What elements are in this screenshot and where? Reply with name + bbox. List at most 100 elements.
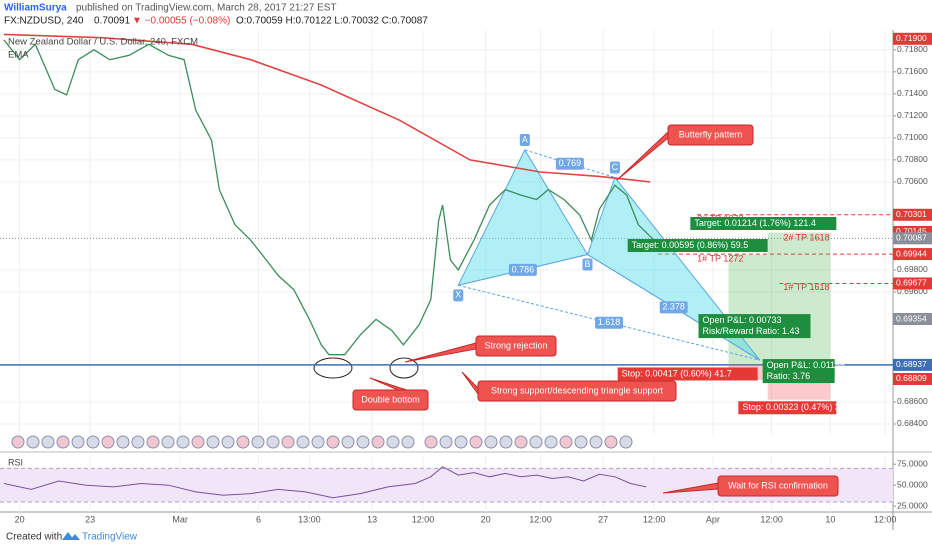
event-icon <box>371 435 385 449</box>
event-icon <box>71 435 85 449</box>
y-tick-label: 0.70600 <box>897 176 928 186</box>
point-label: C <box>612 162 619 172</box>
y-tick-label: 0.69600 <box>897 286 928 296</box>
published: published on TradingView.com, March 28, … <box>76 3 337 14</box>
ratio-box <box>508 263 537 276</box>
ratio-box <box>555 157 584 170</box>
event-icon <box>341 435 355 449</box>
x-tick-label: 12:00 <box>874 514 897 524</box>
bottom-circle <box>313 357 353 379</box>
event-icon <box>161 435 175 449</box>
event-icon <box>131 435 145 449</box>
price-label: 0.68937 <box>896 359 927 369</box>
ohlc: O:0.70059 H:0.70122 L:0.70032 C:0.70087 <box>236 16 428 27</box>
x-tick-label: 12:00 <box>643 514 666 524</box>
ratio-label: 2.378 <box>662 302 685 312</box>
event-icon <box>386 435 400 449</box>
position-label: Stop: 0.00323 (0.47%) 32.3 <box>742 402 852 412</box>
event-icon <box>236 435 250 449</box>
price-label-box <box>893 248 932 261</box>
callout-text: Strong rejection <box>484 340 547 350</box>
x-tick-label: 27 <box>598 514 608 524</box>
footer-created: Created with <box>6 532 62 543</box>
event-icon <box>514 435 528 449</box>
point-box <box>519 133 530 146</box>
event-icon <box>311 435 325 449</box>
callout-text: Butterfly pattern <box>679 129 743 139</box>
position-label-box <box>617 367 758 381</box>
event-icon <box>326 435 340 449</box>
y-tick-label: 0.71200 <box>897 110 928 120</box>
price-label: 0.69944 <box>896 248 927 258</box>
position-label-box <box>627 239 768 253</box>
point-box <box>609 161 620 174</box>
series-line <box>3 39 655 356</box>
price-label: 0.70145 <box>896 226 927 236</box>
tp-label: 2# TP 1618 <box>783 232 829 242</box>
x-tick-label: 13 <box>367 514 377 524</box>
position-label-box <box>698 314 811 328</box>
x-tick-label: 23 <box>85 514 95 524</box>
position-label: Ratio: 3.76 <box>767 371 811 381</box>
event-icon <box>604 435 618 449</box>
event-icon <box>589 435 603 449</box>
event-icon <box>86 435 100 449</box>
series-line <box>3 466 647 499</box>
legend-entry: New Zealand Dollar / U.S. Dollar, 240, F… <box>8 37 198 48</box>
tp-label: 1# TP 1618 <box>783 282 829 292</box>
event-icon <box>424 435 438 449</box>
y-tick-label: 0.70800 <box>897 154 928 164</box>
symbol: FX:NZDUSD, 240 <box>4 16 84 27</box>
callout-text: Wait for RSI confirmation <box>728 480 828 490</box>
point-label: X <box>455 290 461 300</box>
callout-box <box>477 380 677 402</box>
position-label: Risk/Reward Ratio: 1.43 <box>703 326 800 336</box>
event-icon <box>484 435 498 449</box>
y-tick-label: 0.71000 <box>897 132 928 142</box>
position-label: Open P&L: 0.00733 <box>703 315 782 325</box>
y-tick-label: 0.71800 <box>897 44 928 54</box>
event-icon <box>221 435 235 449</box>
ratio-box <box>659 301 688 314</box>
event-icon <box>251 435 265 449</box>
x-tick-label: 12:00 <box>529 514 552 524</box>
position-label-box <box>698 325 811 339</box>
price-label-box <box>893 32 932 45</box>
callout-box <box>717 475 839 497</box>
footer-brand: TradingView <box>82 532 138 543</box>
callout-box <box>352 389 429 411</box>
x-tick-label: 6 <box>256 514 261 524</box>
y-tick-label: 75.0000 <box>897 458 928 468</box>
event-icon <box>544 435 558 449</box>
price-label: 0.69677 <box>896 278 927 288</box>
event-icon <box>356 435 370 449</box>
event-icon <box>11 435 25 449</box>
author: WilliamSurya <box>4 3 67 14</box>
event-icon <box>191 435 205 449</box>
x-tick-label: 20 <box>481 514 491 524</box>
event-icon <box>56 435 70 449</box>
callout-box <box>475 335 557 357</box>
event-icon <box>116 435 130 449</box>
y-tick-label: 25.0000 <box>897 500 928 510</box>
position-label: Target: 0.01214 (1.76%) 121.4 <box>694 218 816 228</box>
price-label-box <box>893 232 932 245</box>
event-icon <box>176 435 190 449</box>
footer-logo <box>62 532 80 540</box>
ratio-label: 0.769 <box>559 158 582 168</box>
position-label-box <box>762 370 835 384</box>
target-zone <box>728 254 768 365</box>
series-line <box>3 33 651 183</box>
point-label: B <box>584 259 590 269</box>
price-label: 0.68809 <box>896 373 927 383</box>
x-tick-label: 20 <box>15 514 25 524</box>
price-label-box <box>893 372 932 385</box>
x-tick-label: Apr <box>706 514 720 524</box>
target-zone <box>767 232 831 365</box>
rsi-title: RSI <box>8 457 23 467</box>
event-icon <box>499 435 513 449</box>
tp-label: 1# TP 1272 <box>697 253 743 263</box>
position-label: Open P&L: 0.01155 <box>767 360 845 370</box>
